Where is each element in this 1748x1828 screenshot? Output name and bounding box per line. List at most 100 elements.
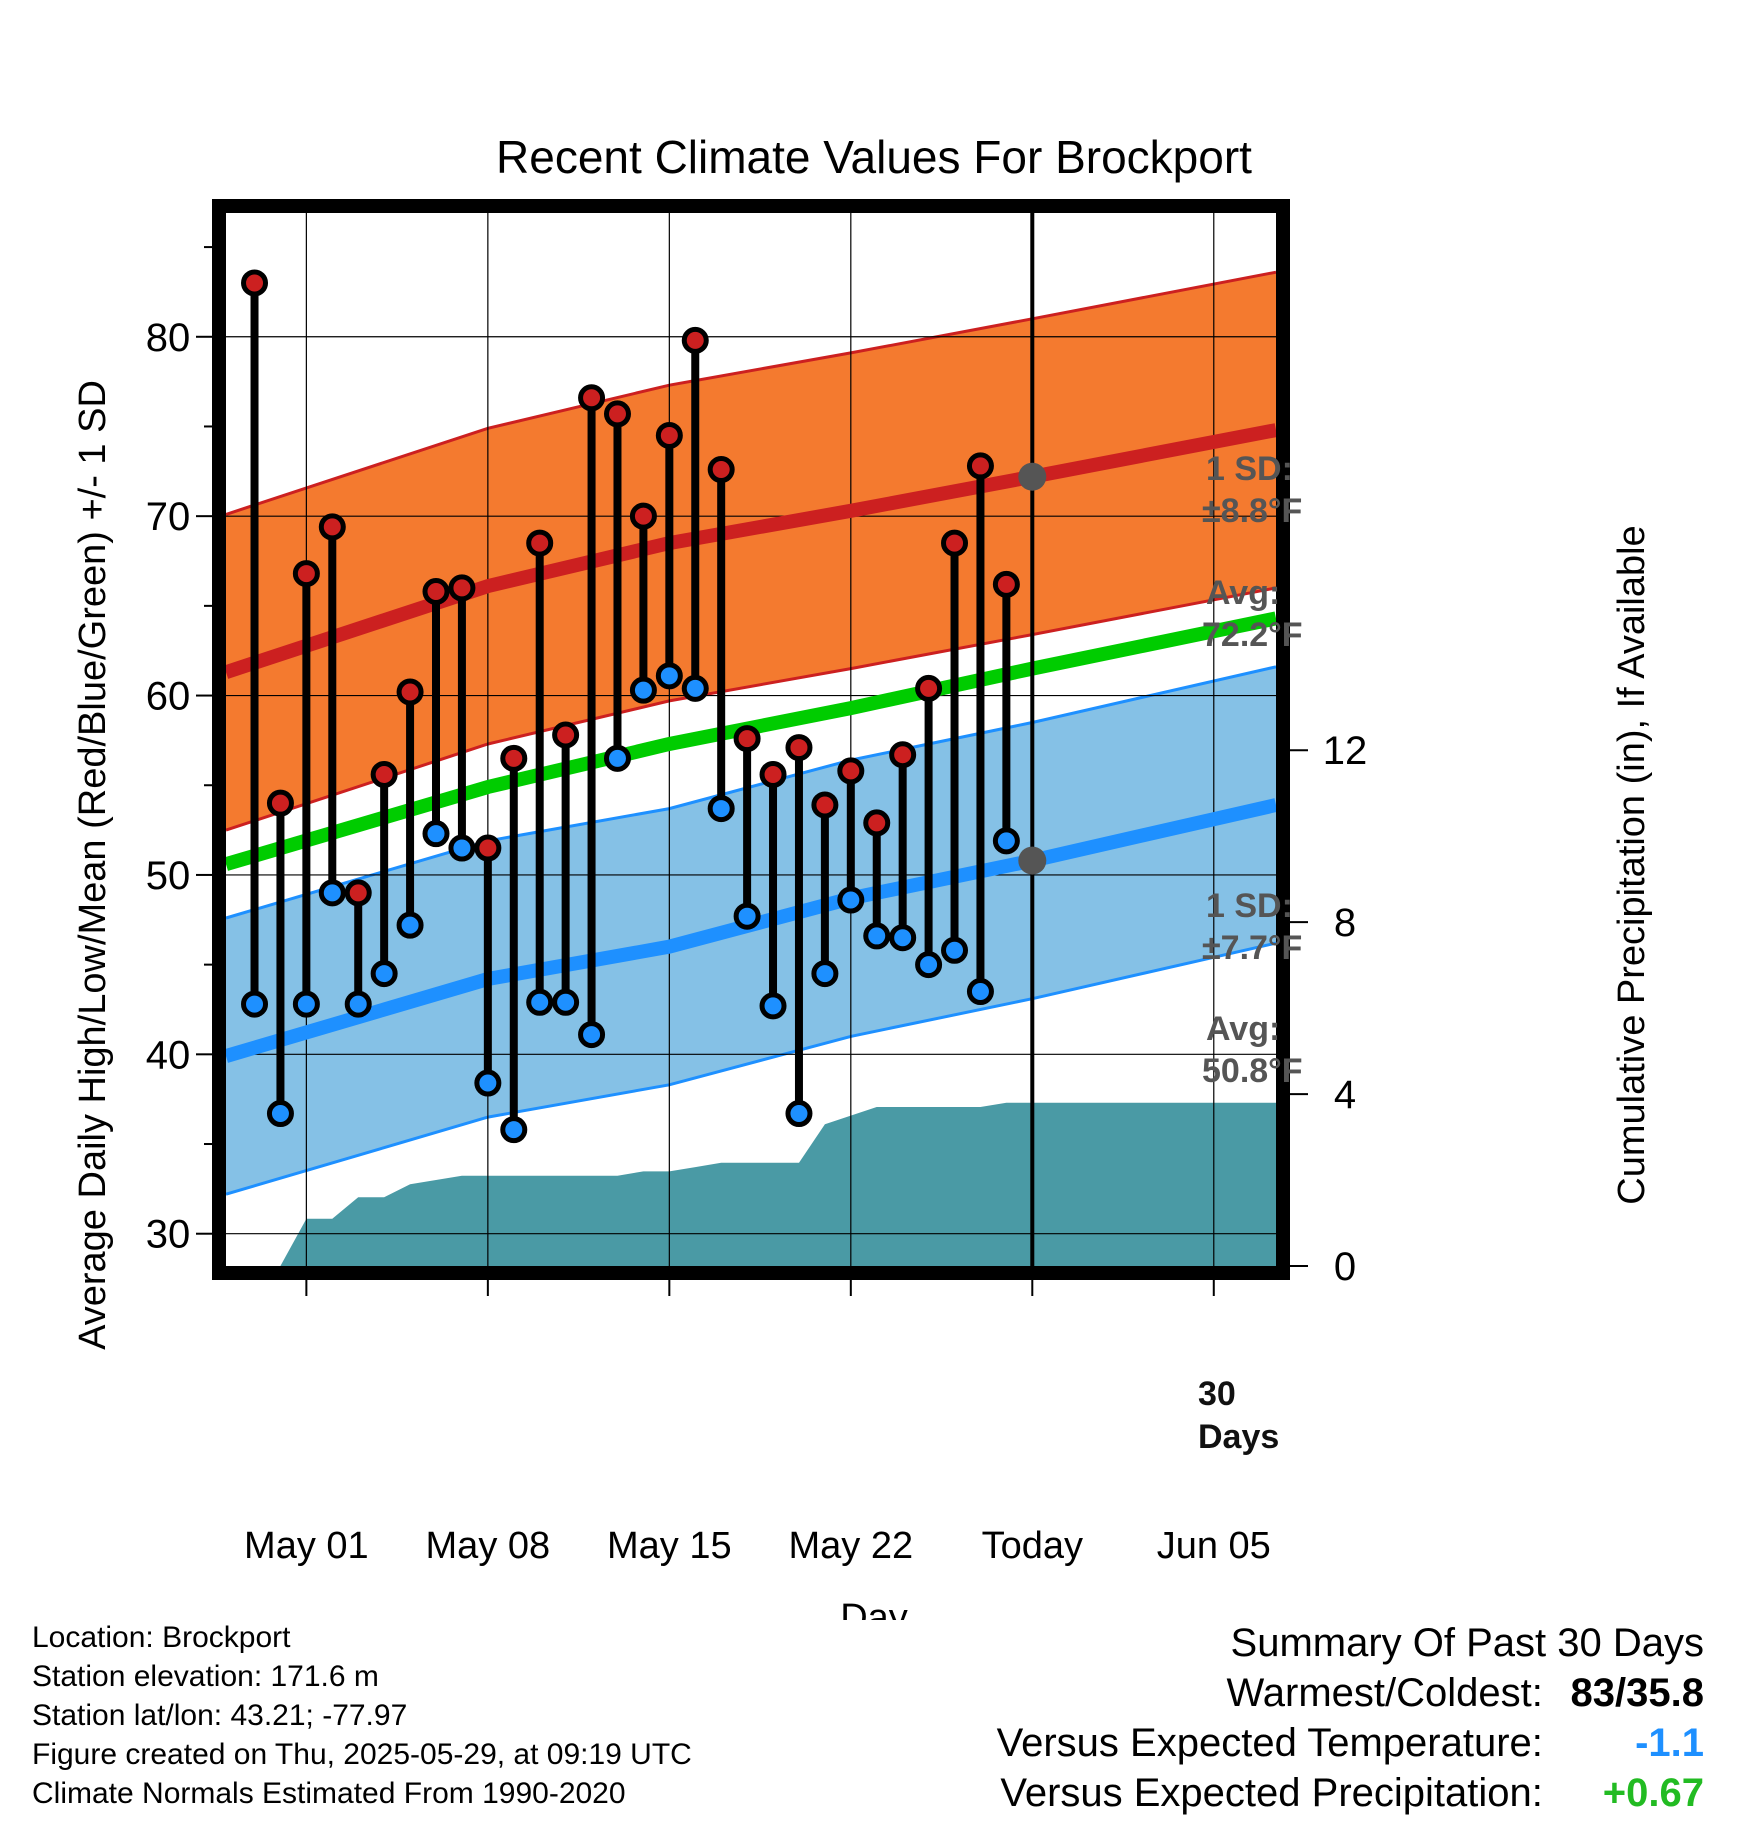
daily-low-point (500, 1116, 528, 1144)
low-mean-line (226, 798, 1276, 1063)
daily-low-point (915, 951, 943, 979)
low-stats-annotation: 1 SD: ±7.7°F Avg: 50.8°F (1202, 887, 1303, 1090)
summary-panel: Summary Of Past 30 Days Warmest/Coldest:… (997, 1618, 1704, 1818)
plot-area: 30 40 50 60 70 80 0 4 8 12 May 01 May 08 May 15 May 2… (146, 199, 1368, 1567)
low-avg-label: Avg: (1206, 1010, 1280, 1048)
daily-high-point (915, 674, 943, 702)
location-text: Location: Brockport (32, 1621, 291, 1654)
high-stats-annotation: 1 SD: ±8.8°F Avg: 72.2°F (1202, 450, 1303, 654)
daily-low-point (889, 924, 917, 952)
y-axis-right-label: Cumulative Precipitation (in), If Availa… (1611, 525, 1653, 1204)
daily-low-point (448, 834, 476, 862)
daily-low-point (785, 1100, 813, 1128)
high-sd-upper-line (226, 270, 1276, 516)
daily-high-point (344, 879, 372, 907)
daily-low-point (474, 1069, 502, 1097)
precip-departure-label: Versus Expected Precipitation: (1000, 1771, 1543, 1815)
latlon-text: Station lat/lon: 43.21; -77.97 (32, 1699, 408, 1732)
daily-high-point (474, 834, 502, 862)
daily-high-point (318, 513, 346, 541)
daily-high-point (448, 574, 476, 602)
x-tick-label: Jun 05 (1157, 1525, 1271, 1567)
warm-cold-value: 83/35.8 (1570, 1671, 1704, 1715)
y-left-tick-label: 60 (146, 675, 191, 719)
daily-low-point (941, 936, 969, 964)
daily-low-point (681, 674, 709, 702)
daily-low-point (966, 978, 994, 1006)
x-tick-label: May 15 (607, 1525, 732, 1567)
low-sd-value: ±7.7°F (1202, 929, 1302, 967)
daily-high-point (422, 578, 450, 606)
daily-low-point (759, 992, 787, 1020)
created-text: Figure created on Thu, 2025-05-29, at 09… (32, 1738, 692, 1771)
y-right-tick-label: 0 (1334, 1245, 1356, 1289)
daily-low-point (707, 795, 735, 823)
high-avg-label: Avg: (1206, 574, 1280, 612)
daily-low-point (318, 879, 346, 907)
daily-high-point (785, 734, 813, 762)
x-tick-label: May 01 (244, 1525, 369, 1567)
y-right-tick-label: 12 (1323, 729, 1368, 773)
daily-low-point (837, 886, 865, 914)
daily-high-point (526, 529, 554, 557)
window-days-number: 30 (1198, 1375, 1236, 1413)
daily-high-point (992, 570, 1020, 598)
y-left-tick-label: 70 (146, 495, 191, 539)
x-tick-label: Today (982, 1525, 1083, 1567)
daily-high-point (396, 678, 424, 706)
daily-low-point (241, 990, 269, 1018)
daily-high-point (578, 384, 606, 412)
low-avg-value: 50.8°F (1202, 1052, 1303, 1090)
daily-low-point (552, 988, 580, 1016)
daily-high-point (837, 757, 865, 785)
window-days-label: Days (1198, 1418, 1279, 1456)
daily-low-point (863, 922, 891, 950)
daily-high-point (811, 791, 839, 819)
daily-low-point (992, 827, 1020, 855)
window-annotation: 30 Days (1198, 1375, 1279, 1456)
high-sd-lower-line (226, 586, 1276, 832)
daily-high-point (241, 269, 269, 297)
daily-high-point (681, 326, 709, 354)
x-axis-label: Day (840, 1597, 908, 1620)
daily-low-point (629, 676, 657, 704)
daily-high-point (759, 760, 787, 788)
temp-departure-label: Versus Expected Temperature: (996, 1721, 1543, 1765)
normals-text: Climate Normals Estimated From 1990-2020 (32, 1777, 626, 1810)
daily-high-point (370, 760, 398, 788)
warm-cold-label: Warmest/Coldest: (1226, 1671, 1543, 1715)
warm-cold-row: Warmest/Coldest: 83/35.8 (997, 1668, 1705, 1718)
daily-low-point (578, 1021, 606, 1049)
daily-low-point (526, 988, 554, 1016)
daily-high-point (863, 809, 891, 837)
daily-low-point (344, 990, 372, 1018)
y-right-tick-label: 4 (1334, 1073, 1356, 1117)
high-sd-label: 1 SD: (1206, 450, 1293, 488)
y-left-tick-label: 80 (146, 316, 191, 360)
plot-interior (226, 213, 1276, 1266)
daily-high-point (889, 741, 917, 769)
mean-line (226, 611, 1276, 871)
daily-low-point (603, 744, 631, 772)
daily-high-point (733, 725, 761, 753)
high-sd-value: ±8.8°F (1202, 492, 1302, 530)
y-right-tick-label: 8 (1334, 901, 1356, 945)
today-low-normal-marker (1018, 846, 1047, 875)
daily-low-point (396, 911, 424, 939)
low-sd-label: 1 SD: (1206, 887, 1293, 925)
high-sd-band (226, 272, 1276, 831)
y-left-tick-label: 40 (146, 1033, 191, 1077)
daily-high-point (500, 744, 528, 772)
today-high-normal-marker (1018, 462, 1047, 491)
daily-high-point (552, 721, 580, 749)
daily-high-point (629, 502, 657, 530)
x-tick-label: May 08 (426, 1525, 551, 1567)
low-sd-lower-line (226, 941, 1276, 1196)
temp-departure-row: Versus Expected Temperature: -1.1 (997, 1718, 1704, 1768)
low-sd-upper-line (226, 665, 1276, 920)
precip-area (254, 1102, 1276, 1266)
temp-departure-value: -1.1 (1635, 1721, 1704, 1765)
daily-high-point (655, 421, 683, 449)
y-axis-left-label: Average Daily High/Low/Mean (Red/Blue/Gr… (72, 380, 114, 1350)
climate-chart: Recent Climate Values For Brockport 3040… (72, 131, 1653, 1620)
